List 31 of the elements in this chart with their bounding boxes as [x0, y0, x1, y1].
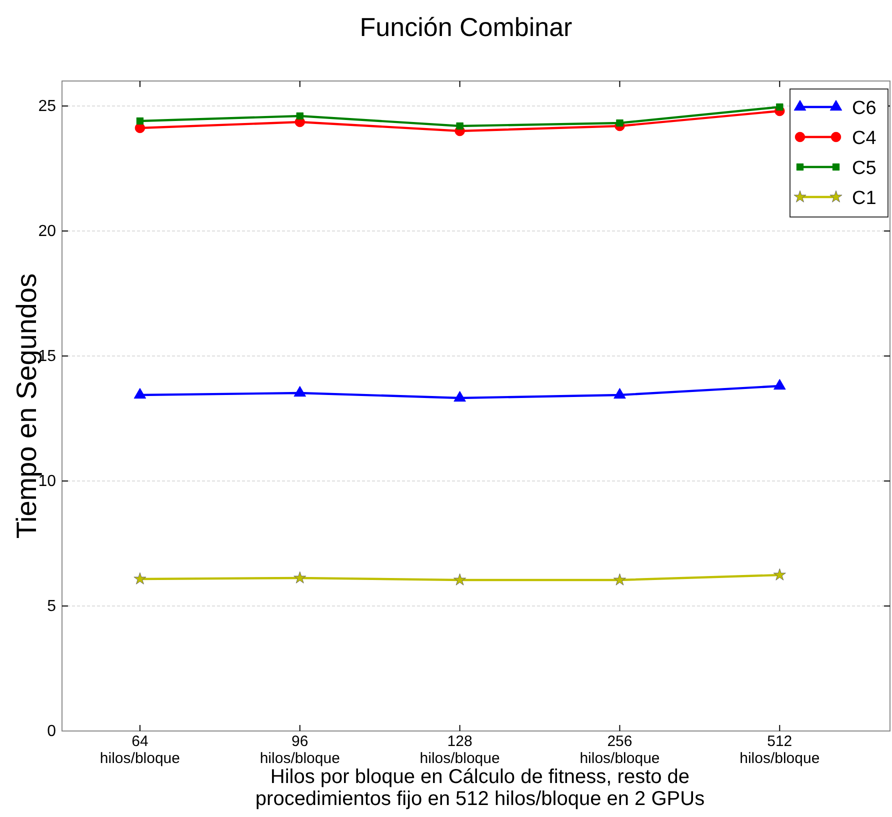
y-tick-label: 25 [38, 98, 56, 116]
point [773, 568, 786, 580]
x-tick-label: 256 hilos/bloque [580, 733, 660, 767]
x-tick-label: 96 hilos/bloque [260, 733, 340, 767]
x-tick-label: 512 hilos/bloque [740, 733, 820, 767]
legend-label: C5 [852, 158, 876, 179]
point [774, 378, 786, 390]
legend-label: C6 [852, 98, 876, 119]
chart-title: Función Combinar [360, 12, 573, 42]
y-tick-label: 5 [47, 598, 56, 616]
legend-label: C4 [852, 128, 877, 149]
x-axis-title: Hilos por bloque en Cálculo de fitness, resto de procedimientos fijo en 512 hilos/bloque en 2 GPUs [255, 766, 705, 810]
point [294, 571, 306, 584]
point [454, 390, 466, 402]
point [136, 117, 144, 125]
point [134, 572, 146, 584]
x-tick-label: 128 hilos/bloque [420, 733, 500, 767]
point [614, 388, 626, 399]
point [134, 122, 146, 134]
point [613, 573, 626, 586]
x-tick-label: 64 hilos/bloque [100, 733, 180, 767]
point [616, 119, 624, 127]
point [454, 573, 466, 586]
legend-label: C1 [852, 188, 876, 209]
point [456, 122, 464, 130]
point [296, 112, 304, 120]
point [776, 103, 784, 111]
point [294, 386, 306, 397]
y-tick-label: 20 [38, 223, 56, 240]
y-tick-label: 0 [47, 723, 56, 740]
point [134, 388, 146, 399]
